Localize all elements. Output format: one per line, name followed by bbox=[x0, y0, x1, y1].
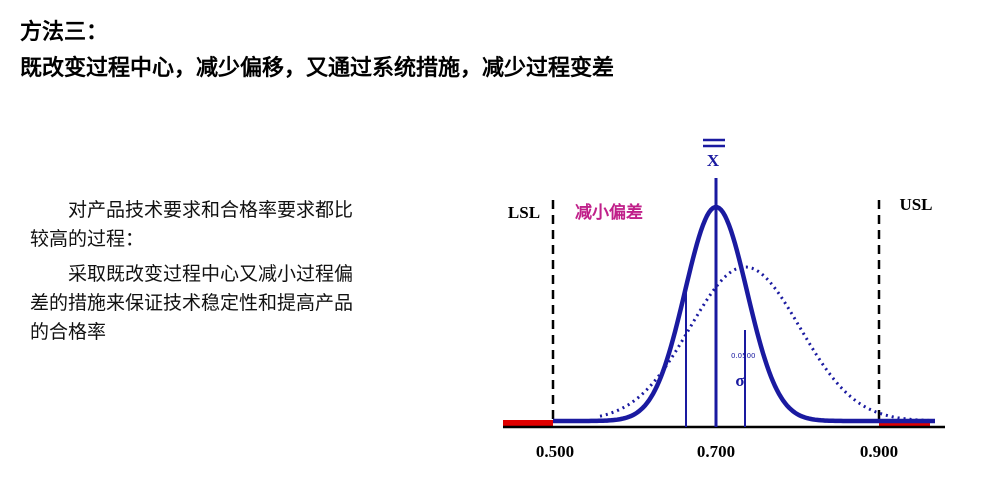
sigma-value: 0.0500 bbox=[731, 352, 756, 360]
axis-label: 0.500 bbox=[536, 442, 574, 461]
improved-curve bbox=[553, 204, 935, 424]
subtitle: 既改变过程中心，减少偏移，又通过系统措施，减少过程变差 bbox=[20, 56, 615, 81]
mean-label: X bbox=[707, 151, 720, 170]
paragraph: 采取既改变过程中心又减小过程偏差的措施来保证技术稳定性和提高产品的合格率 bbox=[30, 263, 354, 343]
lsl-label: LSL bbox=[508, 203, 540, 222]
axis-label: 0.700 bbox=[697, 442, 735, 461]
reject-zone bbox=[879, 420, 930, 427]
axis-label: 0.900 bbox=[860, 442, 898, 461]
annotation: 减小偏差 bbox=[575, 202, 643, 223]
sigma-label: σ bbox=[735, 371, 745, 390]
original-curve bbox=[599, 265, 931, 422]
usl-label: USL bbox=[899, 195, 932, 214]
title: 方法三： bbox=[20, 20, 109, 45]
reject-zone bbox=[503, 420, 553, 427]
paragraph: 对产品技术要求和合格率要求都比较高的过程： bbox=[30, 199, 354, 250]
body-text: 对产品技术要求和合格率要求都比较高的过程： 采取既改变过程中心又减小过程偏差的措… bbox=[30, 196, 365, 353]
